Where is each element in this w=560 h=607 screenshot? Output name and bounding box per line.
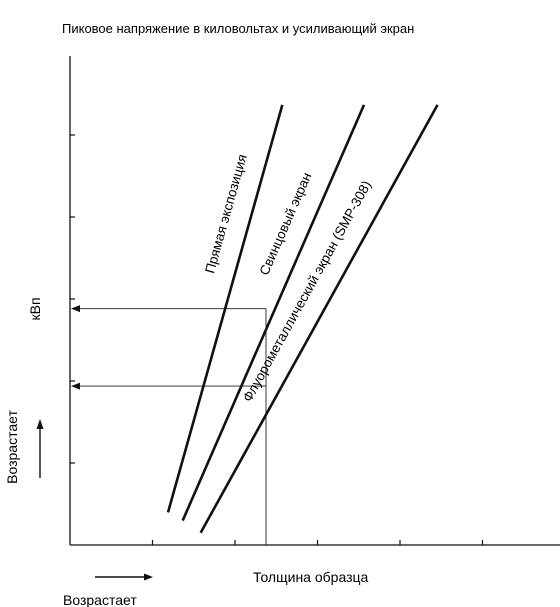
series-line: [181, 104, 366, 522]
x-direction-arrow: [95, 573, 153, 581]
series-label: Свинцовый экран: [257, 170, 315, 277]
reference-arrowhead: [71, 305, 80, 313]
y-direction-label: Возрастает: [4, 410, 20, 484]
series-label: Прямая экспозиция: [202, 153, 250, 275]
series-label: Флуорометаллический экран (SMP-308): [240, 178, 374, 404]
y-direction-arrow: [36, 419, 44, 478]
y-axis-label: кВп: [27, 297, 43, 320]
reference-arrowhead: [71, 382, 80, 390]
series-line: [166, 104, 284, 513]
plot-area: Прямая экспозиция Свинцовый экранФлуороме…: [69, 56, 560, 546]
x-axis-label: Толщина образца: [253, 569, 369, 585]
reference-lines: [71, 305, 267, 545]
axis-ticks: [70, 134, 484, 545]
series-line: [199, 104, 439, 534]
x-direction-label: Возрастает: [63, 592, 137, 607]
series-lines: [166, 104, 439, 534]
chart-title: Пиковое напряжение в киловольтах и усили…: [62, 21, 414, 36]
